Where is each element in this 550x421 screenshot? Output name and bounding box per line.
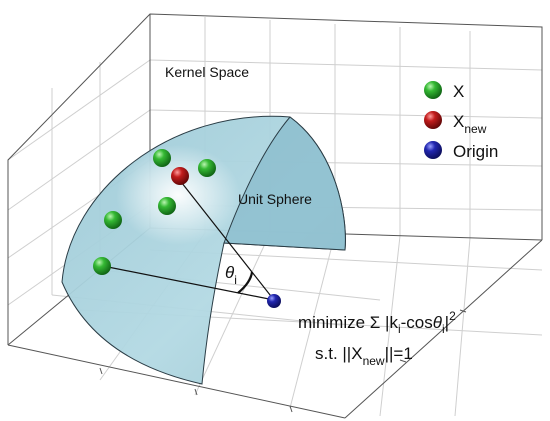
origin-point xyxy=(267,294,281,308)
eq-minimize: minimize xyxy=(298,313,370,332)
vector-to-x xyxy=(102,265,275,301)
equation-line-1: minimize Σ |ki-cosθi|2 xyxy=(298,309,456,336)
eq-theta-sub: i xyxy=(442,322,445,336)
legend: X Xnew Origin xyxy=(424,81,498,161)
data-points xyxy=(93,149,281,308)
unit-sphere-label: Unit Sphere xyxy=(238,191,312,207)
kernel-space-label: Kernel Space xyxy=(165,64,249,80)
eq-k-sub: i xyxy=(398,322,401,336)
eq-bar: | xyxy=(445,313,449,332)
x-point xyxy=(158,197,176,215)
eq-norm: ||=1 xyxy=(385,344,413,363)
eq-new-sub: new xyxy=(363,354,385,368)
legend-xnew-text: X xyxy=(453,112,464,131)
eq-cos: -cos xyxy=(401,313,433,332)
eq-sigma: Σ xyxy=(370,313,381,332)
legend-xnew-sub: new xyxy=(464,122,486,136)
x-point xyxy=(104,211,122,229)
x-point xyxy=(198,159,216,177)
equation-line-2: s.t. ||Xnew||=1 xyxy=(315,344,413,368)
legend-x-marker xyxy=(424,81,442,99)
equation: minimize Σ |ki-cosθi|2 s.t. ||Xnew||=1 xyxy=(298,309,456,368)
x-point xyxy=(93,257,111,275)
legend-origin-marker xyxy=(424,141,442,159)
eq-st: s.t. ||X xyxy=(315,344,363,363)
theta-subscript: i xyxy=(234,273,237,287)
vector-to-xnew xyxy=(177,177,275,301)
eq-exponent: 2 xyxy=(449,309,456,323)
xnew-point xyxy=(171,167,189,185)
x-point xyxy=(153,149,171,167)
eq-theta: θ xyxy=(433,313,443,332)
legend-origin-label: Origin xyxy=(453,142,498,161)
legend-x-label: X xyxy=(453,82,464,101)
unit-sphere-surface xyxy=(61,115,346,385)
highlight-glow xyxy=(116,145,240,245)
theta-symbol: θ xyxy=(225,263,235,282)
theta-label: θi xyxy=(225,263,237,287)
vectors xyxy=(102,177,275,301)
legend-xnew-marker xyxy=(424,111,442,129)
eq-k: |k xyxy=(380,313,398,332)
theta-arc xyxy=(237,271,254,294)
legend-xnew-label: Xnew xyxy=(453,112,487,136)
